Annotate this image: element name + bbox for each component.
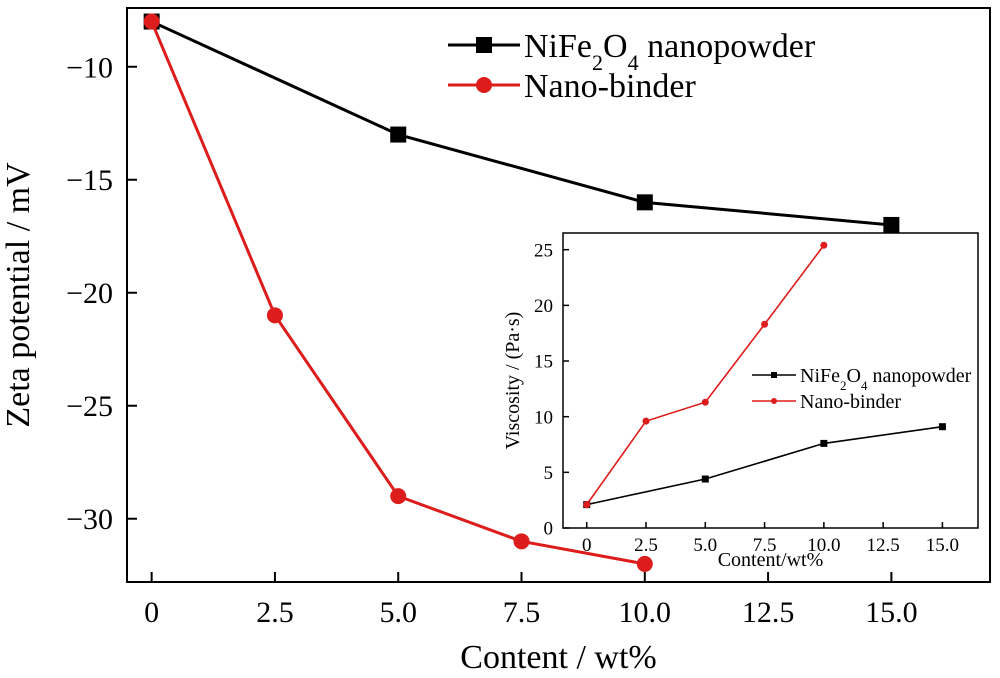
- main-data-point-0: [390, 126, 407, 143]
- main-x-tick-label: 7.5: [503, 596, 541, 629]
- main-legend-marker-1: [476, 77, 492, 93]
- main-data-point-0: [883, 216, 900, 233]
- inset-x-tick-label: 5.0: [693, 535, 717, 556]
- main-x-tick-label: 15.0: [865, 596, 918, 629]
- inset-y-tick-label: 10: [534, 407, 553, 428]
- main-axes-frame: [126, 7, 991, 583]
- inset-data-point-1: [820, 241, 828, 249]
- inset-x-tick-label: 2.5: [634, 535, 658, 556]
- main-x-axis-label: Content / wt%: [460, 639, 656, 676]
- inset-x-tick-label: 10.0: [807, 535, 840, 556]
- inset-data-point-1: [761, 320, 769, 328]
- inset-axes-frame: [562, 232, 979, 529]
- main-data-point-1: [390, 488, 407, 505]
- main-y-tick-label: −30: [66, 503, 113, 536]
- inset-y-tick-label: 0: [544, 519, 554, 540]
- inset-legend-label-0: NiFe2O4 nanopowder: [800, 365, 972, 393]
- inset-data-point-0: [938, 423, 946, 431]
- main-y-tick-label: −10: [66, 51, 113, 84]
- main-x-tick-label: 2.5: [256, 596, 294, 629]
- inset-viscosity-plot: 0 2.5 5.0 7.5 10.0 12.5 15.0 0 5 10 15 20 25 Content/…: [502, 232, 979, 571]
- main-data-point-1: [636, 555, 653, 572]
- main-y-axis-label: Zeta potential / mV: [0, 162, 37, 428]
- main-x-tick-label: 12.5: [742, 596, 795, 629]
- main-y-tick-label: −15: [66, 164, 113, 197]
- inset-data-point-1: [583, 501, 591, 509]
- inset-legend-label-1: Nano-binder: [800, 391, 901, 413]
- main-series-line-0: [151, 20, 892, 227]
- inset-x-tick-label: 7.5: [753, 535, 777, 556]
- main-y-tick-label: −20: [66, 277, 113, 310]
- main-x-tick-label: 5.0: [379, 596, 417, 629]
- main-legend-marker-0: [476, 37, 492, 53]
- main-legend-label-1: Nano-binder: [524, 68, 697, 105]
- main-data-point-0: [636, 194, 653, 211]
- inset-x-tick-label: 12.5: [867, 535, 900, 556]
- inset-series-line-0: [586, 425, 943, 506]
- inset-data-point-0: [820, 439, 828, 447]
- main-legend-label-0: NiFe2O4 nanopowder: [524, 28, 816, 75]
- main-x-tick-label: 10.0: [619, 596, 672, 629]
- inset-y-tick-label: 5: [544, 463, 554, 484]
- inset-y-tick-label: 20: [534, 296, 553, 317]
- inset-y-tick-label: 25: [534, 240, 553, 261]
- inset-x-axis-label: Content/wt%: [718, 549, 824, 571]
- main-data-point-1: [513, 533, 530, 550]
- inset-legend-marker-0: [771, 372, 777, 378]
- inset-y-tick-label: 15: [534, 352, 553, 373]
- inset-x-tick-label: 15.0: [926, 535, 959, 556]
- inset-data-point-1: [642, 417, 650, 425]
- inset-legend-marker-1: [771, 398, 777, 404]
- inset-y-axis-label: Viscosity / (Pa·s): [502, 312, 524, 450]
- main-data-point-1: [266, 307, 283, 324]
- main-plot: 0 2.5 5.0 7.5 10.0 12.5 15.0 −10 −15 −20 −25 −30 Con…: [0, 7, 991, 676]
- inset-data-point-1: [701, 398, 709, 406]
- main-y-tick-label: −25: [66, 390, 113, 423]
- main-data-point-1: [143, 13, 160, 30]
- inset-x-tick-label: 0: [582, 535, 592, 556]
- inset-data-point-0: [701, 475, 709, 483]
- main-x-tick-label: 0: [144, 596, 159, 629]
